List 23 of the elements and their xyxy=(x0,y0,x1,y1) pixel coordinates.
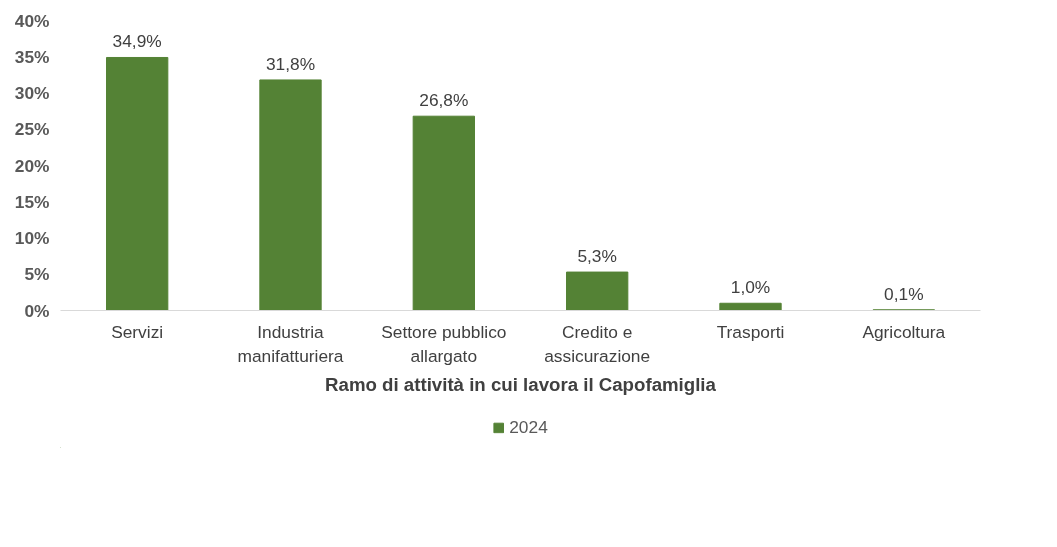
data-label: 34,9% xyxy=(112,31,162,52)
y-tick-label: 25% xyxy=(14,119,50,140)
y-tick-label: 20% xyxy=(14,155,50,176)
x-axis-title: Ramo di attività in cui lavora il Capofamiglia xyxy=(325,373,717,395)
y-tick-label: 40% xyxy=(14,10,50,31)
x-tick-label: Settore pubblico allargato xyxy=(381,321,507,366)
x-tick-label: Credito e assicurazione xyxy=(544,321,651,366)
y-tick-label: 5% xyxy=(24,264,50,285)
y-tick-label: 15% xyxy=(14,191,50,212)
x-tick-label: Trasporti xyxy=(716,321,785,342)
y-tick-label: 10% xyxy=(14,228,50,248)
data-label: 0,1% xyxy=(884,283,924,304)
data-label: 26,8% xyxy=(419,90,469,111)
y-tick-label: 0% xyxy=(24,300,50,321)
legend-label: 2024 xyxy=(509,416,548,438)
y-tick-label: 35% xyxy=(14,46,50,67)
x-tick-label: Industria manifatturiera xyxy=(237,321,344,366)
data-label: 5,3% xyxy=(577,246,617,267)
data-label: 31,8% xyxy=(265,53,316,74)
x-tick-label: Servizi xyxy=(111,321,164,342)
data-label: 1,0% xyxy=(730,277,771,298)
y-tick-label: 30% xyxy=(14,83,50,103)
x-tick-label: Agricoltura xyxy=(862,321,946,342)
